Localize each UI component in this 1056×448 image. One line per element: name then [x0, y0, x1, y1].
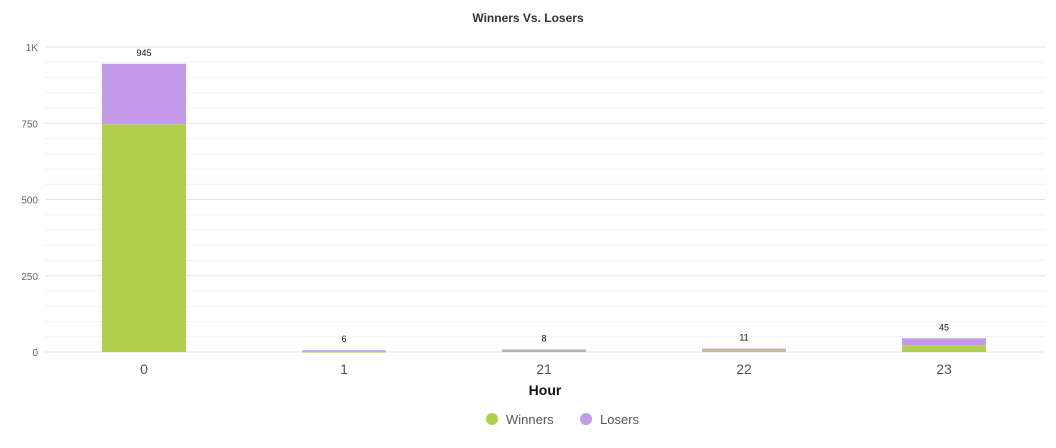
bars — [102, 63, 986, 353]
x-tick-label: 22 — [736, 361, 752, 377]
bar-winners-21[interactable] — [502, 350, 586, 352]
x-tick-label: 23 — [936, 361, 952, 377]
data-labels: 945 6 8 11 45 — [136, 48, 949, 344]
legend-marker — [580, 413, 592, 425]
y-tick-label: 250 — [21, 272, 38, 283]
bar-losers-23[interactable] — [902, 338, 986, 346]
bar-losers-1[interactable] — [302, 350, 386, 352]
bar-winners-1[interactable] — [302, 351, 386, 353]
x-tick-label: 0 — [140, 361, 148, 377]
x-tick-label: 21 — [536, 361, 552, 377]
bar-losers-22[interactable] — [702, 348, 786, 351]
legend-item-losers[interactable]: Losers — [580, 412, 640, 427]
bar-winners-23[interactable] — [902, 345, 986, 352]
bar-total-label: 945 — [136, 48, 151, 58]
y-axis: 0 250 500 750 1K — [21, 43, 38, 359]
chart-title: Winners Vs. Losers — [472, 11, 584, 25]
y-tick-label: 750 — [21, 119, 38, 130]
y-tick-label: 500 — [21, 196, 38, 207]
bar-total-label: 8 — [541, 334, 546, 344]
legend: Winners Losers — [486, 412, 640, 427]
bar-total-label: 11 — [739, 333, 748, 343]
x-tick-label: 1 — [340, 361, 348, 377]
bar-losers-0[interactable] — [102, 63, 186, 125]
x-axis-title: Hour — [529, 382, 562, 398]
y-tick-label: 0 — [32, 348, 38, 359]
grid-lines — [45, 46, 1045, 353]
bar-losers-21[interactable] — [502, 349, 586, 351]
y-tick-label: 1K — [26, 43, 39, 54]
legend-label: Winners — [506, 412, 554, 427]
bar-total-label: 6 — [341, 334, 346, 344]
bar-winners-0[interactable] — [102, 124, 186, 352]
bar-winners-22[interactable] — [702, 350, 786, 352]
legend-label: Losers — [600, 412, 640, 427]
x-axis: 0 1 21 22 23 — [140, 361, 952, 377]
legend-marker — [486, 413, 498, 425]
bar-total-label: 45 — [939, 322, 949, 332]
legend-item-winners[interactable]: Winners — [486, 412, 554, 427]
